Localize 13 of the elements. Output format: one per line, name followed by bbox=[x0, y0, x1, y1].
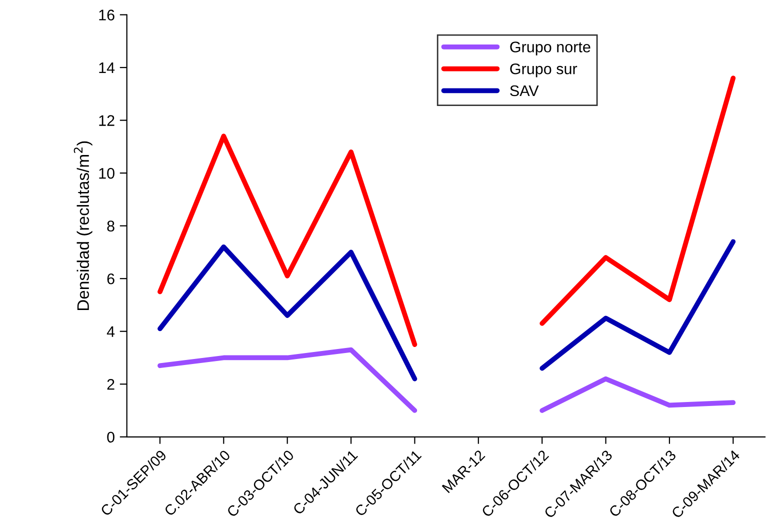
y-tick-label: 16 bbox=[99, 10, 114, 20]
y-axis-title: Densidad (reclutas/m$^{2}$) bbox=[74, 141, 92, 310]
y-tick-label: 0 bbox=[107, 432, 114, 443]
legend-label: Grupo sur bbox=[510, 63, 578, 78]
y-tick-label: 12 bbox=[99, 115, 114, 126]
y-tick-label: 6 bbox=[107, 273, 114, 284]
y-tick-label: 8 bbox=[107, 220, 114, 232]
legend-label: SAV bbox=[510, 85, 539, 96]
y-tick-label: 2 bbox=[107, 378, 114, 390]
y-tick-label: 4 bbox=[106, 326, 115, 337]
y-tick-label: 10 bbox=[99, 168, 114, 179]
y-tick-label: 14 bbox=[99, 62, 115, 74]
legend-label: Grupo norte bbox=[510, 42, 590, 56]
